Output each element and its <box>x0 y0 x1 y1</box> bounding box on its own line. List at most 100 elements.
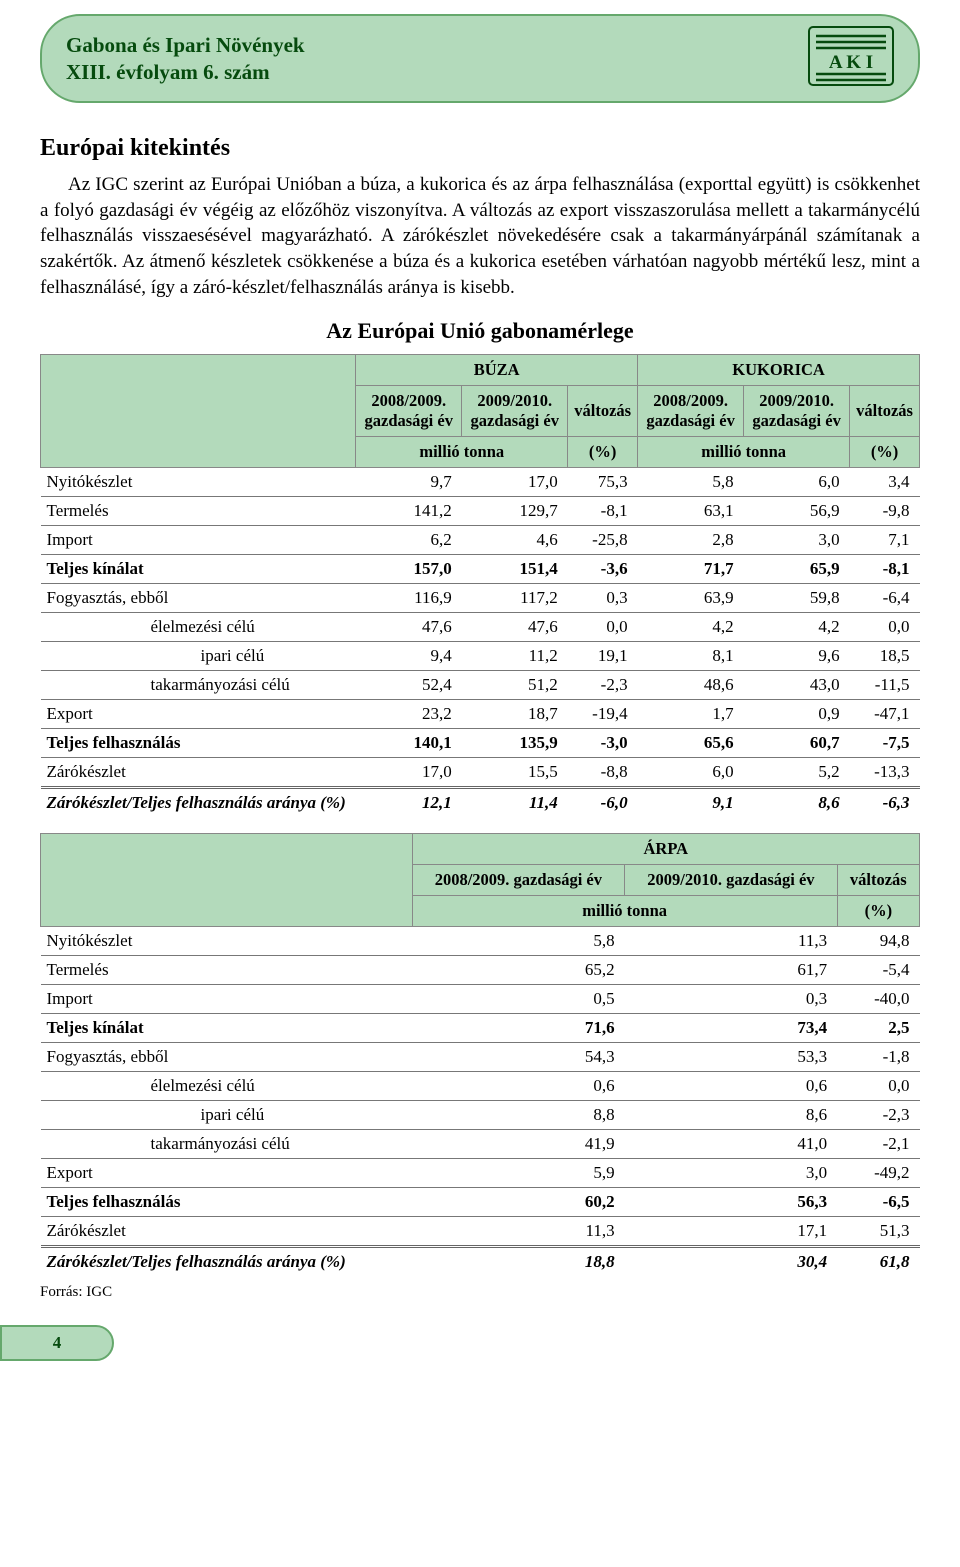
cell-value: 6,0 <box>638 758 744 788</box>
cell-value: 60,2 <box>412 1188 625 1217</box>
cell-value: 59,8 <box>744 584 850 613</box>
t1-col2b: 2009/2010. gazdasági év <box>744 386 850 437</box>
cell-value: 0,6 <box>412 1072 625 1101</box>
row-label: Zárókészlet <box>41 1217 413 1247</box>
cell-value: 11,3 <box>412 1217 625 1247</box>
row-label: Nyitókészlet <box>41 927 413 956</box>
row-label: Export <box>41 1159 413 1188</box>
t1-col1a: 2008/2009. gazdasági év <box>356 386 462 437</box>
cell-value: -8,1 <box>568 497 638 526</box>
cell-value: 23,2 <box>356 700 462 729</box>
cell-value: 75,3 <box>568 468 638 497</box>
row-label: élelmezési célú <box>41 613 356 642</box>
cell-value: 63,9 <box>638 584 744 613</box>
cell-value: 151,4 <box>462 555 568 584</box>
cell-value: 47,6 <box>462 613 568 642</box>
cell-value: 73,4 <box>625 1014 838 1043</box>
table-row: Import6,24,6-25,82,83,07,1 <box>41 526 920 555</box>
table-row: Teljes kínálat71,673,42,5 <box>41 1014 920 1043</box>
t1-unit-a: millió tonna <box>356 437 568 468</box>
cell-value: 54,3 <box>412 1043 625 1072</box>
cell-value: 141,2 <box>356 497 462 526</box>
section-title: Európai kitekintés <box>40 135 920 162</box>
cell-value: 11,2 <box>462 642 568 671</box>
cell-value: 0,3 <box>625 985 838 1014</box>
cell-value: -25,8 <box>568 526 638 555</box>
cell-value: -19,4 <box>568 700 638 729</box>
t1-col3a: változás <box>568 386 638 437</box>
row-label: Nyitókészlet <box>41 468 356 497</box>
table-row: Termelés65,261,7-5,4 <box>41 956 920 985</box>
cell-value: 11,4 <box>462 788 568 818</box>
t2-unitpct: (%) <box>837 896 919 927</box>
cell-value: 3,4 <box>850 468 920 497</box>
col-group-buza: BÚZA <box>356 355 638 386</box>
cell-value: 7,1 <box>850 526 920 555</box>
cell-value: 48,6 <box>638 671 744 700</box>
t1-col3b: változás <box>850 386 920 437</box>
row-label: Teljes kínálat <box>41 555 356 584</box>
cell-value: -11,5 <box>850 671 920 700</box>
grain-balance-table-2: ÁRPA 2008/2009. gazdasági év 2009/2010. … <box>40 833 920 1276</box>
cell-value: 17,0 <box>356 758 462 788</box>
table-row: élelmezési célú47,647,60,04,24,20,0 <box>41 613 920 642</box>
cell-value: 65,9 <box>744 555 850 584</box>
cell-value: 15,5 <box>462 758 568 788</box>
grain-balance-table-1: BÚZA KUKORICA 2008/2009. gazdasági év 20… <box>40 354 920 817</box>
cell-value: 18,8 <box>412 1247 625 1277</box>
row-label: ipari célú <box>41 1101 413 1130</box>
row-label: Import <box>41 985 413 1014</box>
table-row: Teljes kínálat157,0151,4-3,671,765,9-8,1 <box>41 555 920 584</box>
cell-value: 9,6 <box>744 642 850 671</box>
cell-value: 0,0 <box>568 613 638 642</box>
cell-value: 6,2 <box>356 526 462 555</box>
table-row: Export23,218,7-19,41,70,9-47,1 <box>41 700 920 729</box>
cell-value: 8,6 <box>744 788 850 818</box>
table-row: Zárókészlet11,317,151,3 <box>41 1217 920 1247</box>
table-row: Export5,93,0-49,2 <box>41 1159 920 1188</box>
row-label: Termelés <box>41 497 356 526</box>
cell-value: 0,5 <box>412 985 625 1014</box>
t1-col1b: 2008/2009. gazdasági év <box>638 386 744 437</box>
cell-value: 8,6 <box>625 1101 838 1130</box>
cell-value: 0,0 <box>850 613 920 642</box>
table-row: ipari célú8,88,6-2,3 <box>41 1101 920 1130</box>
cell-value: 17,0 <box>462 468 568 497</box>
cell-value: 5,8 <box>638 468 744 497</box>
cell-value: -13,3 <box>850 758 920 788</box>
table-row: Zárókészlet17,015,5-8,86,05,2-13,3 <box>41 758 920 788</box>
cell-value: 9,4 <box>356 642 462 671</box>
cell-value: 47,6 <box>356 613 462 642</box>
cell-value: 60,7 <box>744 729 850 758</box>
cell-value: 116,9 <box>356 584 462 613</box>
row-label: Zárókészlet <box>41 758 356 788</box>
logo-text: A K I <box>829 52 873 73</box>
table-row: élelmezési célú0,60,60,0 <box>41 1072 920 1101</box>
cell-value: -2,3 <box>837 1101 919 1130</box>
row-label: Fogyasztás, ebből <box>41 1043 413 1072</box>
source-line: Forrás: IGC <box>40 1284 920 1301</box>
cell-value: 52,4 <box>356 671 462 700</box>
cell-value: 11,3 <box>625 927 838 956</box>
row-label: Teljes felhasználás <box>41 1188 413 1217</box>
cell-value: 0,6 <box>625 1072 838 1101</box>
row-label: Zárókészlet/Teljes felhasználás aránya (… <box>41 788 356 818</box>
cell-value: -9,8 <box>850 497 920 526</box>
cell-value: 65,6 <box>638 729 744 758</box>
cell-value: 51,3 <box>837 1217 919 1247</box>
table-row: Import0,50,3-40,0 <box>41 985 920 1014</box>
t1-unit-b: millió tonna <box>638 437 850 468</box>
cell-value: 2,8 <box>638 526 744 555</box>
cell-value: -8,1 <box>850 555 920 584</box>
col-group-arpa: ÁRPA <box>412 834 919 865</box>
table-title: Az Európai Unió gabonamérlege <box>40 318 920 344</box>
t2-col3: változás <box>837 865 919 896</box>
row-header-blank <box>41 355 356 468</box>
cell-value: 5,8 <box>412 927 625 956</box>
row-label: Export <box>41 700 356 729</box>
row-label: Termelés <box>41 956 413 985</box>
body-paragraph: Az IGC szerint az Európai Unióban a búza… <box>40 172 920 300</box>
cell-value: 2,5 <box>837 1014 919 1043</box>
cell-value: -5,4 <box>837 956 919 985</box>
cell-value: -47,1 <box>850 700 920 729</box>
